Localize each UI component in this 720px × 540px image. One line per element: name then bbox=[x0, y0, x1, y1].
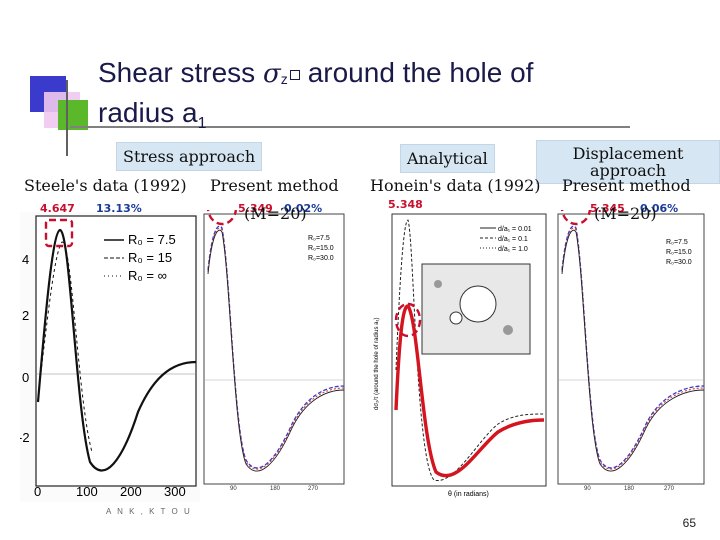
panel-title-present-1: Present method bbox=[210, 176, 339, 195]
title-sigma: σ bbox=[262, 59, 281, 89]
present2-peak-marker bbox=[560, 210, 592, 226]
honein-legend-3: d/a₁ = 1.0 bbox=[498, 246, 528, 253]
title-text-b: around the hole of bbox=[307, 57, 534, 88]
svg-text:180: 180 bbox=[624, 486, 635, 492]
title-sub-z: z bbox=[280, 71, 288, 87]
present2-legend-2: R₀=15.0 bbox=[666, 249, 692, 256]
present1-legend-1: R₀=7.5 bbox=[308, 235, 330, 242]
honein-peak-value: 5.348 bbox=[388, 198, 423, 211]
honein-legend-1: d/a₁ = 0.01 bbox=[498, 226, 532, 233]
present2-legend-1: R₀=7.5 bbox=[666, 239, 688, 246]
steele-xtick-100: 100 bbox=[76, 484, 98, 499]
analytical-tag: Analytical bbox=[400, 144, 495, 173]
present1-peak-value: 5.349 bbox=[238, 202, 273, 215]
title-text-a: Shear stress bbox=[98, 57, 256, 88]
steele-peak-value: 4.647 bbox=[40, 202, 75, 215]
displacement-approach-tag: Displacement approach bbox=[536, 140, 720, 184]
present-chart-1: R₀=7.5 R₀=15.0 R₀=30.0 90 180 270 bbox=[203, 210, 345, 492]
honein-red-curve bbox=[394, 304, 545, 478]
title-rule bbox=[70, 126, 630, 128]
steele-legend-1: R₀ = 7.5 bbox=[128, 232, 176, 247]
title-text-line2: radius a bbox=[98, 97, 198, 128]
page-number: 65 bbox=[682, 516, 696, 530]
svg-text:270: 270 bbox=[308, 486, 319, 492]
present1-peak-error: 0.02% bbox=[284, 202, 323, 215]
present2-subtitle: (M=20) bbox=[594, 204, 657, 223]
steele-chart: 4 2 0 -2 R₀ = 7.5 R₀ = 15 R₀ = ∞ 0 100 2… bbox=[20, 212, 200, 502]
decor-vertical-line bbox=[66, 80, 68, 156]
steele-peak-error: 13.13% bbox=[96, 202, 142, 215]
slide-title: Shear stress σz around the hole of radius… bbox=[98, 56, 533, 141]
svg-text:90: 90 bbox=[584, 486, 591, 492]
steele-ytick-4: 4 bbox=[22, 252, 29, 267]
honein-peak-marker bbox=[394, 302, 422, 338]
footer-text: A N K , K T O U bbox=[106, 507, 192, 516]
present2-peak-error: 0.06% bbox=[640, 202, 679, 215]
steele-legend-3: R₀ = ∞ bbox=[128, 268, 167, 283]
steele-xtick-200: 200 bbox=[120, 484, 142, 499]
honein-legend-2: d/a₁ = 0.1 bbox=[498, 236, 528, 243]
steele-curve-dashed bbox=[37, 241, 93, 453]
steele-legend-2: R₀ = 15 bbox=[128, 250, 172, 265]
present2-peak-value: 5.345 bbox=[590, 202, 625, 215]
steele-peak-marker bbox=[44, 218, 74, 248]
steele-xtick-300: 300 bbox=[164, 484, 186, 499]
present1-subtitle: (M=20) bbox=[244, 204, 307, 223]
steele-xtick-0: 0 bbox=[34, 484, 41, 499]
present1-legend-2: R₀=15.0 bbox=[308, 245, 334, 252]
svg-text:270: 270 bbox=[664, 486, 675, 492]
panel-title-present-2: Present method bbox=[562, 176, 691, 195]
panel-title-honein: Honein's data (1992) bbox=[370, 176, 541, 195]
title-sub-1: 1 bbox=[197, 115, 207, 132]
steele-ytick-2: 2 bbox=[22, 308, 29, 323]
bullet-square-icon bbox=[289, 70, 300, 80]
stress-approach-tag: Stress approach bbox=[116, 142, 263, 171]
svg-text:90: 90 bbox=[230, 486, 237, 492]
steele-ytick-m2: -2 bbox=[20, 430, 30, 445]
present2-legend-3: R₀=30.0 bbox=[666, 259, 692, 266]
steele-curve-solid bbox=[36, 228, 197, 472]
honein-xlabel: θ (in radians) bbox=[448, 491, 489, 498]
present1-peak-marker bbox=[206, 210, 238, 226]
panel-title-steele: Steele's data (1992) bbox=[24, 176, 187, 195]
present-chart-2: R₀=7.5 R₀=15.0 R₀=30.0 90 180 270 bbox=[557, 210, 705, 492]
svg-text:180: 180 bbox=[270, 486, 281, 492]
present1-legend-3: R₀=30.0 bbox=[308, 255, 334, 262]
steele-ytick-0: 0 bbox=[22, 370, 29, 385]
honein-chart: dσ₂/τ (around the hole of radius a₁) d/a… bbox=[374, 213, 547, 498]
honein-ylabel: dσ₂/τ (around the hole of radius a₁) bbox=[374, 318, 380, 410]
decor-square-green bbox=[58, 100, 88, 130]
